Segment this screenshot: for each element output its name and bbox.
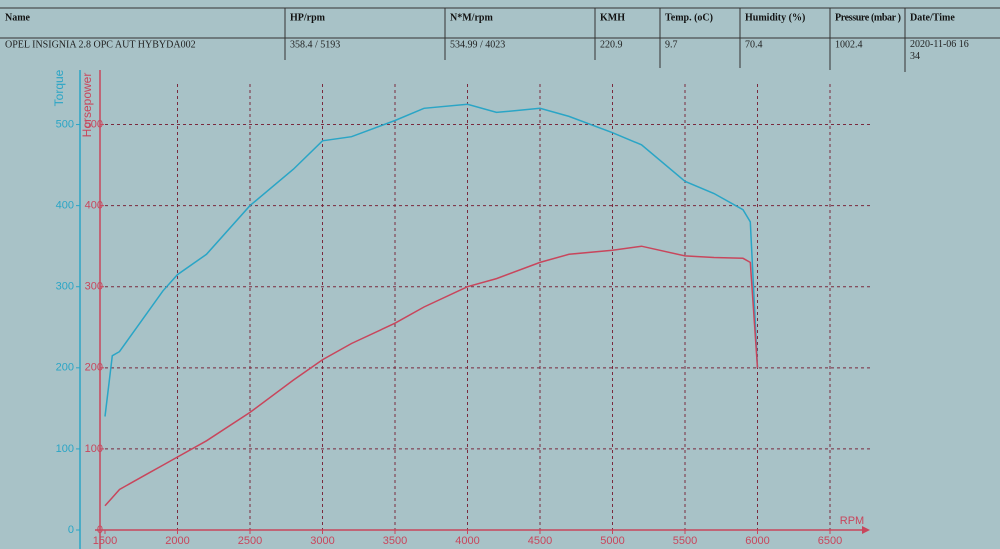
x-axis-title: RPM [840,515,864,527]
y-tick-label: 300 [56,281,74,293]
y2-tick-label: 400 [85,200,103,212]
y-tick-label: 500 [56,118,74,130]
series-line [104,245,759,507]
y2-tick-label: 100 [85,443,103,455]
x-tick-label: 2000 [165,535,189,547]
cell: 2020-11-06 16 34 [910,39,969,62]
x-tick-label: 2500 [238,535,262,547]
y-tick-label: 0 [68,524,74,536]
column-header: Humidity (%) [745,12,805,23]
x-tick-label: 6000 [745,535,769,547]
x-tick-label: 1500 [93,535,117,547]
x-tick-label: 4500 [528,535,552,547]
x-tick-label: 5500 [673,535,697,547]
y2-tick-label: 500 [85,118,103,130]
y2-tick-label: 200 [85,362,103,374]
column-header: Pressure (mbar ) [835,12,901,23]
column-header: Name [5,12,31,23]
x-tick-label: 3500 [383,535,407,547]
y-tick-label: 200 [56,362,74,374]
y2-tick-label: 0 [97,524,103,536]
x-tick-label: 6500 [818,535,842,547]
cell: 1002.4 [835,39,863,50]
x-tick-label: 5000 [600,535,624,547]
x-tick-label: 3000 [310,535,334,547]
x-tick-label: 4000 [455,535,479,547]
header-table: Name HP/rpm N*M/rpm KMH Temp. (oC) Humidity (… [0,7,1000,72]
column-header: HP/rpm [290,12,326,23]
cell: OPEL INSIGNIA 2.8 OPC AUT HYBYDA002 [5,39,196,50]
y2-tick-label: 300 [85,281,103,293]
plot: Torque HorsepowerRPM010020030040050001002… [52,69,870,549]
y-axis-title: Torque [52,69,66,106]
cell: 358.4 / 5193 [290,39,340,50]
y2-axis-title: Horsepower [80,73,94,138]
y-tick-label: 400 [56,200,74,212]
x-axis-arrow [862,526,870,534]
cell: 220.9 [600,39,623,50]
cell: 70.4 [745,39,763,50]
column-header: Date/Time [910,12,955,23]
series-line [104,103,759,417]
cell: 534.99 / 4023 [450,39,505,50]
y-tick-label: 100 [56,443,74,455]
column-header: N*M/rpm [450,12,493,23]
cell: 9.7 [665,39,678,50]
column-header: KMH [600,12,625,23]
column-header: Temp. (oC) [665,12,713,23]
